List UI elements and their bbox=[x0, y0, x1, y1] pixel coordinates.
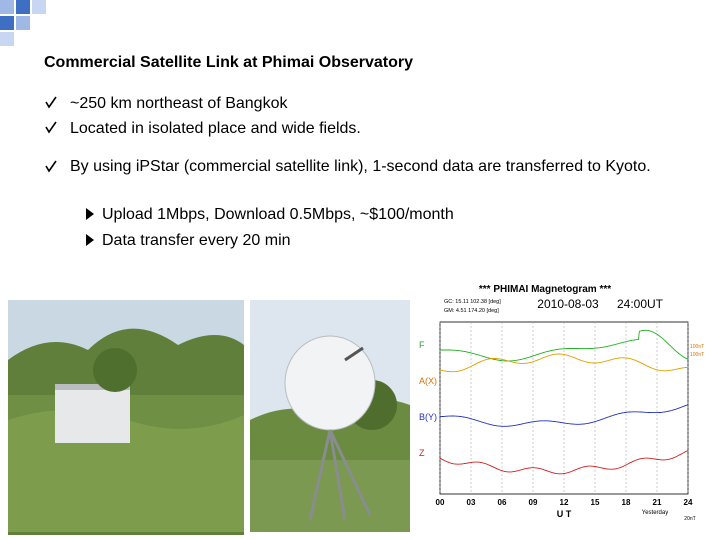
magnetogram-title: *** PHIMAI Magnetogram *** bbox=[479, 284, 611, 295]
trace bbox=[440, 329, 689, 362]
bullet: Located in isolated place and wide field… bbox=[70, 120, 361, 137]
photo-dish bbox=[250, 300, 410, 532]
date: 2010-08-03 bbox=[537, 297, 599, 311]
check-icons bbox=[45, 96, 57, 173]
scale-label: 100nT bbox=[690, 352, 704, 358]
x-tick-label: 12 bbox=[560, 498, 569, 507]
coords: GC: 15.11 102.38 [deg] bbox=[444, 299, 501, 305]
arrow-icons bbox=[86, 208, 94, 246]
x-tick-label: 21 bbox=[653, 498, 662, 507]
photo-shelter bbox=[8, 300, 244, 535]
scale-label: 100nT bbox=[690, 344, 704, 350]
x-tick-label: 24 bbox=[684, 498, 693, 507]
x-tick-label: 00 bbox=[436, 498, 445, 507]
trace bbox=[439, 450, 689, 475]
bullet: By using iPStar (commercial satellite li… bbox=[70, 158, 651, 175]
trace bbox=[439, 404, 689, 427]
x-tick-label: 03 bbox=[467, 498, 476, 507]
magnetogram: *** PHIMAI Magnetogram *** 2010-08-03 24:0… bbox=[415, 278, 704, 524]
scale-label: 20nT bbox=[684, 516, 695, 522]
corner-squares bbox=[0, 0, 46, 46]
x-axis-label: U T bbox=[557, 509, 572, 519]
time: 24:00UT bbox=[617, 297, 664, 311]
channel-label: Z bbox=[419, 448, 425, 458]
channel-label: B(Y) bbox=[419, 412, 437, 422]
x-tick-label: 15 bbox=[591, 498, 600, 507]
channel-label: F bbox=[419, 340, 425, 350]
trace bbox=[439, 353, 689, 373]
note: Yesterday bbox=[642, 510, 668, 516]
coords: GM: 4.51 174.20 [deg] bbox=[444, 308, 499, 314]
x-tick-label: 06 bbox=[498, 498, 507, 507]
sub-bullet: Upload 1Mbps, Download 0.5Mbps, ~$100/mo… bbox=[102, 206, 454, 223]
slide-title: Commercial Satellite Link at Phimai Obse… bbox=[44, 54, 414, 71]
x-tick-label: 09 bbox=[529, 498, 538, 507]
sub-bullet: Data transfer every 20 min bbox=[102, 232, 291, 249]
bullet: ~250 km northeast of Bangkok bbox=[70, 95, 288, 112]
channel-label: A(X) bbox=[419, 376, 437, 386]
x-tick-label: 18 bbox=[622, 498, 631, 507]
